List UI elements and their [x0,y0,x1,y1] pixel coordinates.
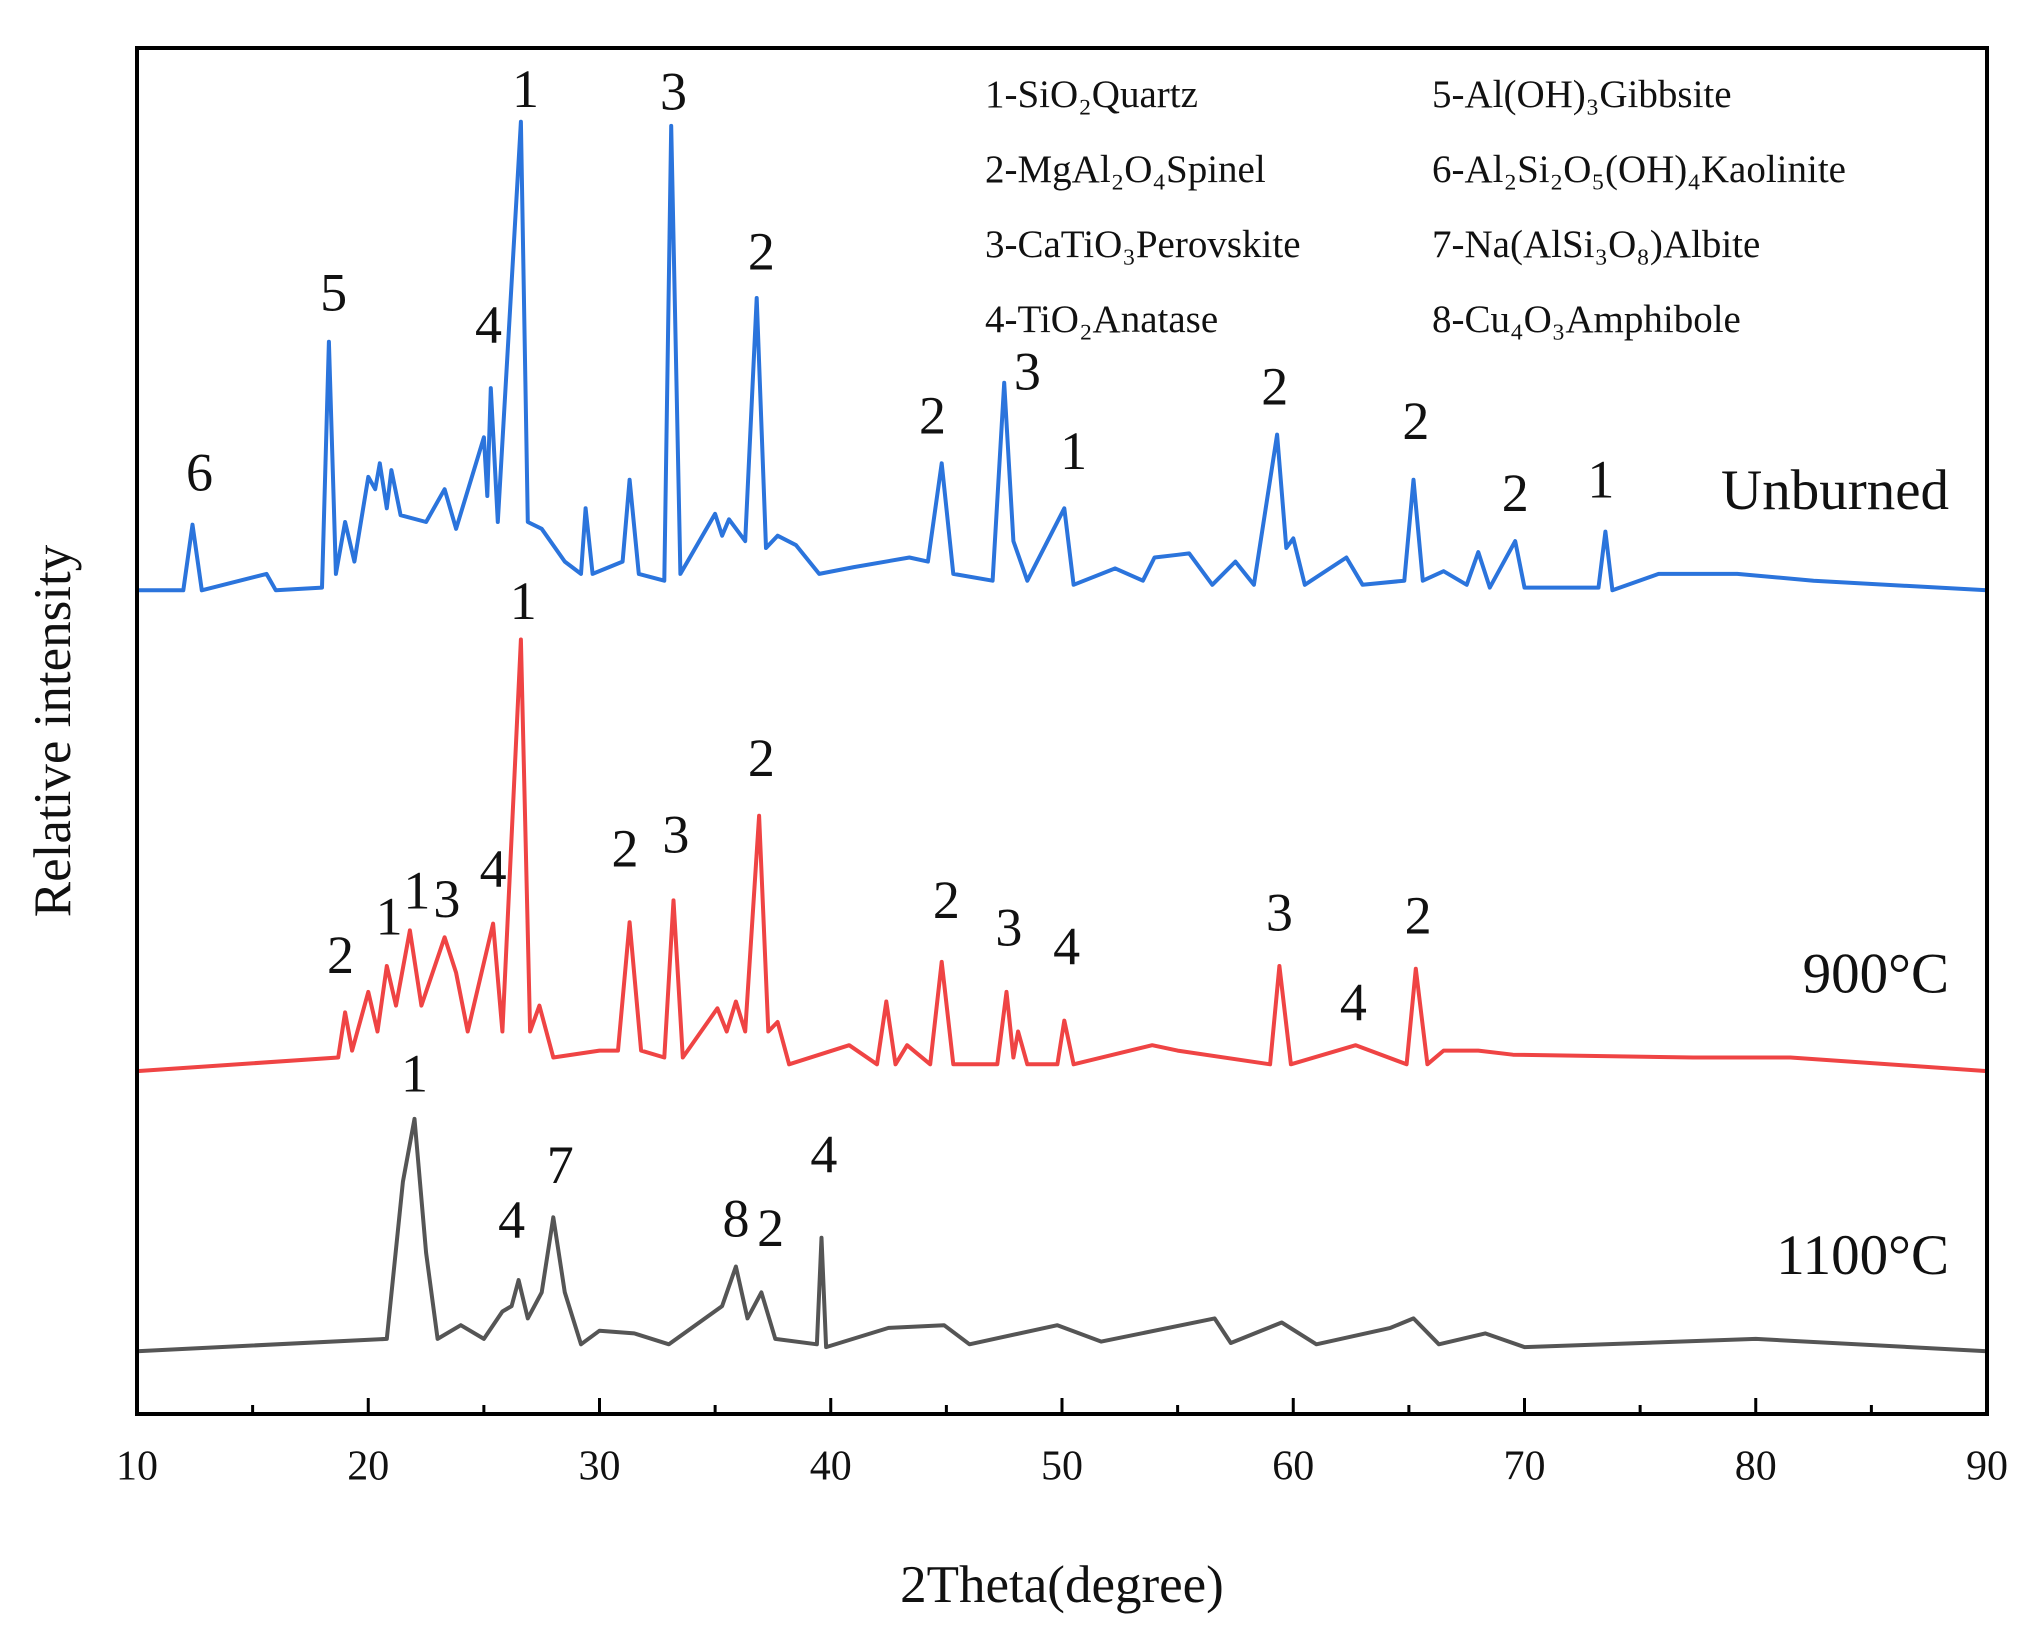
peak-label: 4 [1340,973,1367,1033]
peak-label: 2 [933,870,960,930]
legend-entry: 5-Al(OH)₃Gibbsite [1432,73,1732,116]
peak-label: 2 [919,385,946,445]
peak-label: 3 [433,869,460,929]
peak-label: 2 [748,728,775,788]
peak-label: 1 [512,59,539,119]
x-tick-label: 90 [1966,1444,2008,1490]
peak-label: 1 [376,887,403,947]
x-tick-label: 70 [1504,1444,1546,1490]
peak-label: 2 [748,221,775,281]
peak-label: 4 [480,839,507,899]
peak-label: 5 [320,262,347,322]
x-tick-label: 60 [1272,1444,1314,1490]
series-line [136,637,1988,1074]
peak-label: 1 [510,571,537,631]
peak-label: 4 [475,295,502,355]
peak-label: 2 [1261,357,1288,417]
legend-entry: 8-Cu₄O₃Amphibole [1432,298,1741,341]
legend-entry: 1-SiO₂Quartz [985,73,1198,116]
peak-label: 1 [401,1044,428,1104]
legend-entry: 7-Na(AlSi₃O₈)Albite [1432,223,1760,266]
x-tick-label: 40 [810,1444,852,1490]
peak-label: 1 [1587,450,1614,510]
x-axis-title: 2Theta(degree) [900,1556,1224,1614]
peak-label: 2 [1502,463,1529,523]
y-axis-title: Relative intensity [24,544,82,917]
peak-label: 1 [403,861,430,921]
series-line [136,1116,1988,1354]
legend-entry: 6-Al₂Si₂O₅(OH)₄Kaolinite [1432,148,1846,191]
plot-frame [135,46,1989,1416]
legend-entry: 4-TiO₂Anatase [985,298,1218,341]
legend-entry: 3-CaTiO₃Perovskite [985,223,1301,266]
peak-label: 8 [722,1189,749,1249]
series-name: Unburned [1721,459,1949,522]
peak-label: 2 [757,1198,784,1258]
peak-label: 7 [547,1135,574,1195]
peak-label: 2 [1405,885,1432,945]
peak-label: 6 [186,443,213,503]
peak-label: 2 [327,925,354,985]
peak-label: 4 [810,1124,837,1184]
peak-label: 3 [995,898,1022,958]
x-tick-label: 50 [1041,1444,1083,1490]
peak-label: 3 [1266,883,1293,943]
x-tick-label: 20 [347,1444,389,1490]
peak-label: 3 [660,62,687,122]
peak-label: 3 [1014,342,1041,402]
peak-label: 2 [611,818,638,878]
peak-label: 4 [1053,917,1080,977]
series-line [137,119,1988,593]
legend-entry: 2-MgAl₂O₄Spinel [985,148,1266,191]
x-tick-label: 10 [116,1444,158,1490]
peak-label: 2 [1402,391,1429,451]
series-name: 900°C [1803,943,1949,1006]
peak-label: 3 [662,805,689,865]
x-tick-label: 30 [579,1444,621,1490]
peak-label: 4 [498,1190,525,1250]
x-tick-label: 80 [1735,1444,1777,1490]
series-name: 1100°C [1776,1224,1949,1287]
peak-label: 1 [1060,421,1087,481]
